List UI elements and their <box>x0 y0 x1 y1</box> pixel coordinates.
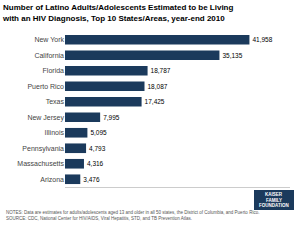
svg-text:Texas: Texas <box>46 98 65 105</box>
svg-text:17,425: 17,425 <box>145 98 165 105</box>
svg-text:California: California <box>34 52 64 59</box>
svg-text:35,135: 35,135 <box>222 52 242 59</box>
svg-text:New York: New York <box>34 36 64 43</box>
svg-text:Number of Latino Adults/Adoles: Number of Latino Adults/Adolescents Esti… <box>2 3 234 22</box>
svg-text:3,476: 3,476 <box>83 176 100 183</box>
svg-text:NOTES: Data are estimates for: NOTES: Data are estimates for adults/ado… <box>6 210 259 221</box>
svg-text:FAMILY: FAMILY <box>266 198 282 203</box>
svg-text:KAISER: KAISER <box>265 192 283 197</box>
svg-text:Illinois: Illinois <box>45 129 65 136</box>
svg-text:Florida: Florida <box>43 67 65 74</box>
svg-text:7,995: 7,995 <box>103 114 120 121</box>
svg-text:18,787: 18,787 <box>151 67 171 74</box>
svg-text:5,095: 5,095 <box>90 129 107 136</box>
svg-text:4,316: 4,316 <box>87 160 104 167</box>
svg-text:Massachusetts: Massachusetts <box>17 160 64 167</box>
svg-text:Arizona: Arizona <box>40 176 64 183</box>
svg-text:Puerto Rico: Puerto Rico <box>27 83 64 90</box>
svg-text:Pennsylvania: Pennsylvania <box>22 145 64 153</box>
svg-text:18,087: 18,087 <box>148 83 168 90</box>
svg-text:4,793: 4,793 <box>89 145 106 152</box>
svg-text:41,958: 41,958 <box>252 36 272 43</box>
svg-text:FOUNDATION: FOUNDATION <box>259 203 289 208</box>
svg-text:New Jersey: New Jersey <box>27 114 64 122</box>
